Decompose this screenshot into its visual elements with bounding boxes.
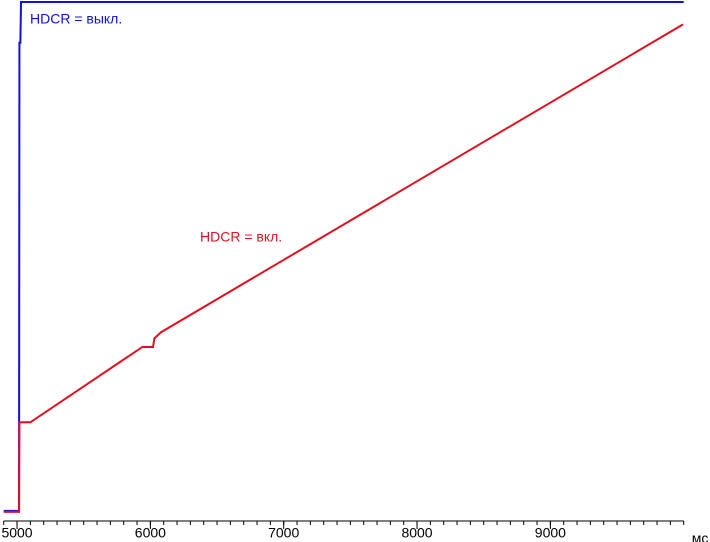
- series-line: [3, 23, 684, 513]
- x-tick-label: 9000: [535, 525, 566, 541]
- series-line: [3, 1, 684, 512]
- x-tick-label: 6000: [135, 525, 166, 541]
- x-tick-label: 7000: [268, 525, 299, 541]
- x-axis-label: мс: [692, 530, 709, 542]
- x-tick-label: 8000: [401, 525, 432, 541]
- series-label: HDCR = вкл.: [200, 229, 282, 245]
- series-label: HDCR = выкл.: [30, 11, 122, 27]
- x-tick-label: 5000: [1, 525, 32, 541]
